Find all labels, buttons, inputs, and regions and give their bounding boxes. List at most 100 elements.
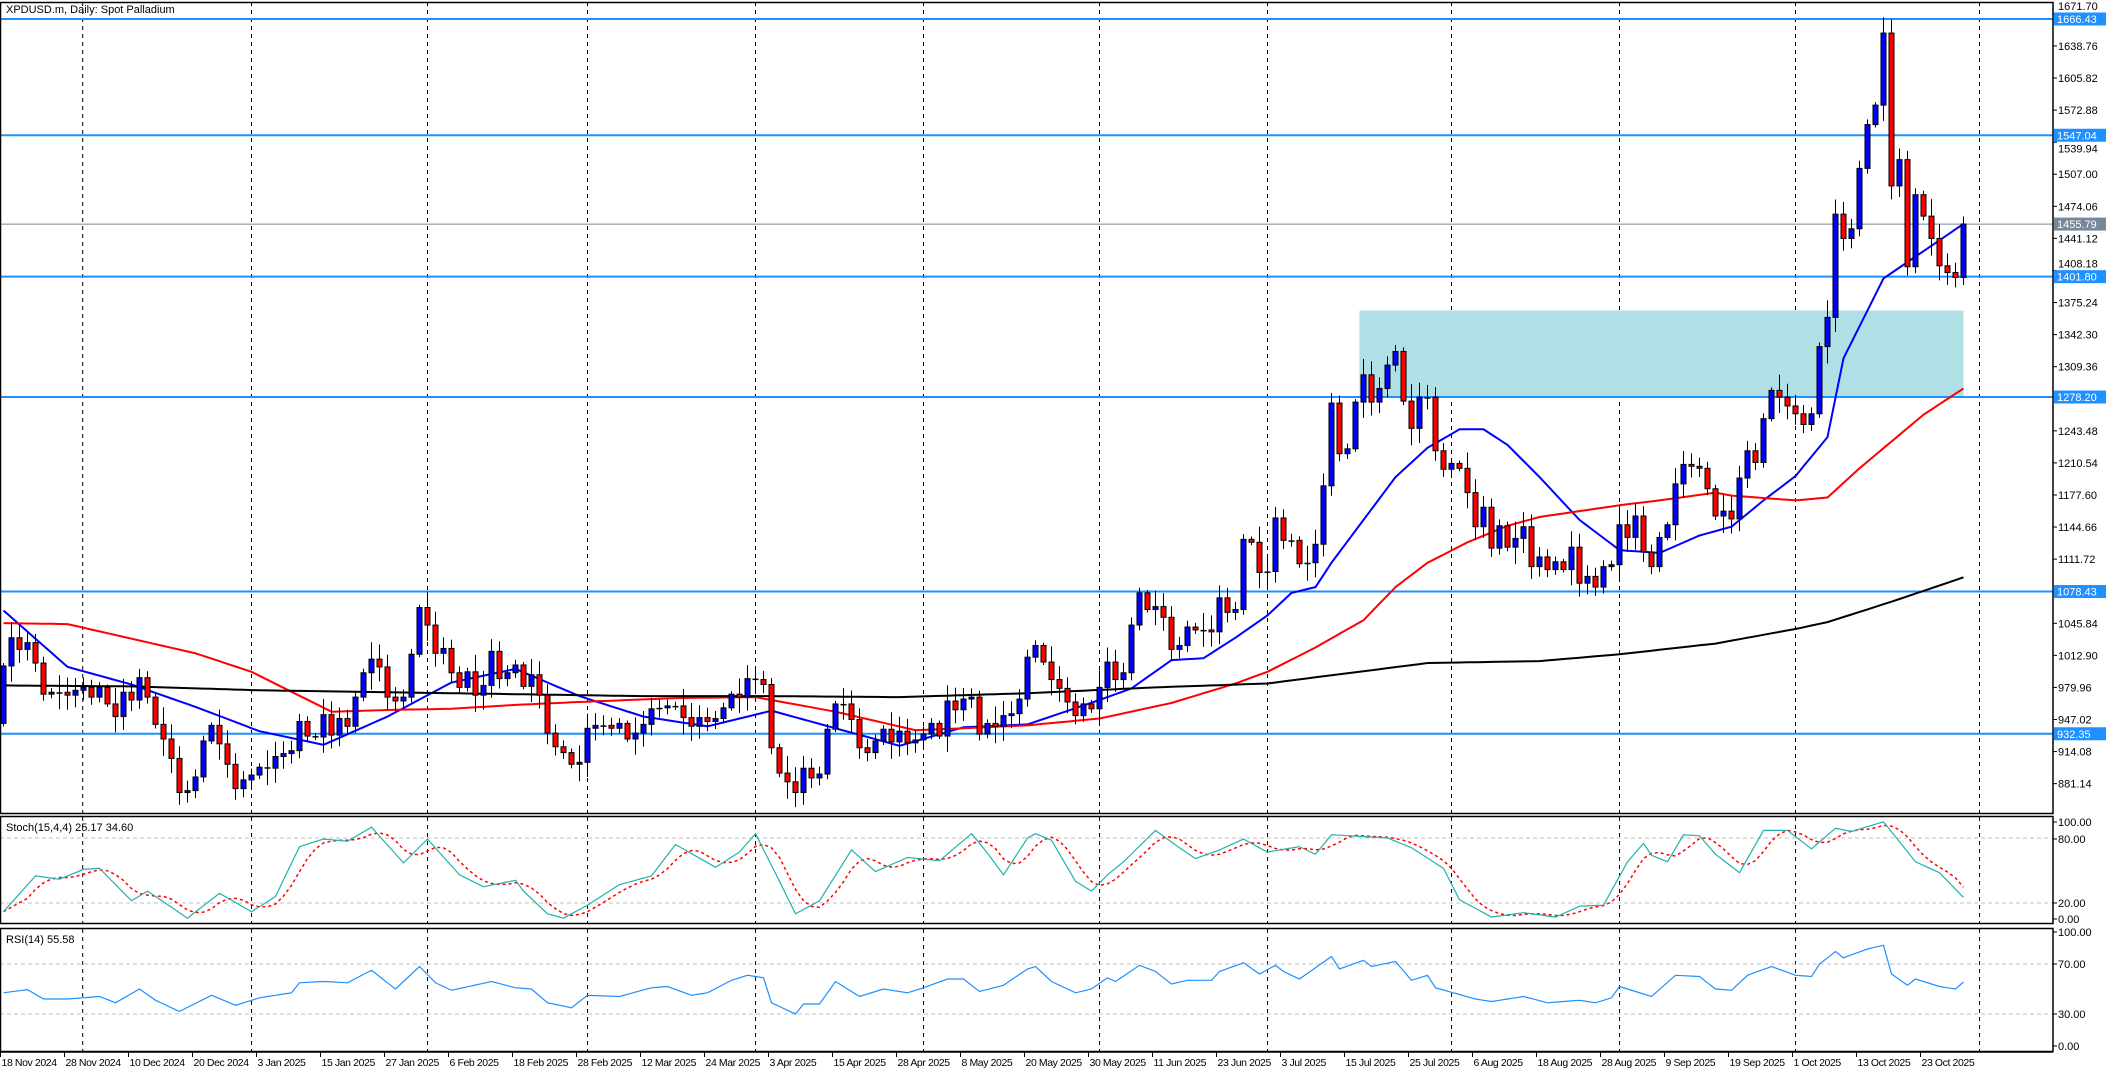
candle[interactable] xyxy=(1232,601,1239,620)
candle[interactable] xyxy=(1648,544,1655,575)
candle[interactable] xyxy=(616,718,623,734)
candle[interactable] xyxy=(1816,342,1823,418)
candle[interactable] xyxy=(464,667,471,692)
candle[interactable] xyxy=(848,690,855,733)
candle[interactable] xyxy=(520,662,527,690)
candle[interactable] xyxy=(880,725,887,746)
candle[interactable] xyxy=(1168,606,1175,661)
candle[interactable] xyxy=(480,670,487,710)
candle[interactable] xyxy=(1104,647,1111,702)
candle[interactable] xyxy=(1688,453,1695,478)
candle[interactable] xyxy=(264,750,271,786)
candle[interactable] xyxy=(1744,440,1751,488)
candle[interactable] xyxy=(1248,536,1255,546)
candle[interactable] xyxy=(72,678,79,708)
candle[interactable] xyxy=(592,713,599,741)
candle[interactable] xyxy=(24,631,31,661)
candle[interactable] xyxy=(1632,503,1639,550)
candle[interactable] xyxy=(1424,384,1431,410)
candle[interactable] xyxy=(560,740,567,760)
candle[interactable] xyxy=(1544,549,1551,578)
candle[interactable] xyxy=(176,746,183,805)
candle[interactable] xyxy=(1888,19,1895,200)
candle[interactable] xyxy=(1016,689,1023,724)
candle[interactable] xyxy=(352,690,359,733)
candle[interactable] xyxy=(1696,457,1703,478)
candle[interactable] xyxy=(1288,533,1295,547)
candle[interactable] xyxy=(1320,473,1327,557)
candle[interactable] xyxy=(712,710,719,730)
candle[interactable] xyxy=(80,677,87,701)
candle[interactable] xyxy=(1592,567,1599,596)
candle[interactable] xyxy=(952,687,959,724)
candle[interactable] xyxy=(1944,253,1951,285)
candle[interactable] xyxy=(448,639,455,682)
candle[interactable] xyxy=(1768,387,1775,422)
candle[interactable] xyxy=(1656,532,1663,572)
candle[interactable] xyxy=(1920,190,1927,221)
candle[interactable] xyxy=(960,687,967,721)
candle[interactable] xyxy=(656,699,663,718)
candle[interactable] xyxy=(32,633,39,672)
candle[interactable] xyxy=(120,678,127,731)
candle[interactable] xyxy=(1664,521,1671,541)
candle[interactable] xyxy=(288,740,295,764)
candle[interactable] xyxy=(304,716,311,742)
candle[interactable] xyxy=(1408,384,1415,446)
candle[interactable] xyxy=(1040,642,1047,665)
candle[interactable] xyxy=(296,713,303,759)
candle[interactable] xyxy=(1960,216,1967,286)
candle[interactable] xyxy=(1736,465,1743,532)
candle[interactable] xyxy=(400,689,407,709)
candle[interactable] xyxy=(216,709,223,760)
candle[interactable] xyxy=(1448,458,1455,475)
candle[interactable] xyxy=(680,688,687,735)
candle[interactable] xyxy=(1712,484,1719,521)
candle[interactable] xyxy=(1528,514,1535,579)
candle[interactable] xyxy=(1720,494,1727,533)
candle[interactable] xyxy=(312,733,319,740)
candle[interactable] xyxy=(1080,697,1087,723)
candle[interactable] xyxy=(1728,496,1735,534)
candle[interactable] xyxy=(160,707,167,756)
candle[interactable] xyxy=(1304,545,1311,581)
candle[interactable] xyxy=(456,666,463,694)
candle[interactable] xyxy=(1432,387,1439,461)
candle[interactable] xyxy=(1336,395,1343,462)
candle[interactable] xyxy=(320,698,327,753)
candle[interactable] xyxy=(1856,160,1863,237)
candle[interactable] xyxy=(200,735,207,783)
candle[interactable] xyxy=(1280,509,1287,550)
candle[interactable] xyxy=(1176,636,1183,659)
candle[interactable] xyxy=(576,745,583,782)
candle[interactable] xyxy=(1368,361,1375,416)
candle[interactable] xyxy=(968,688,975,708)
candle[interactable] xyxy=(1344,443,1351,459)
candle[interactable] xyxy=(856,708,863,759)
candle[interactable] xyxy=(1096,670,1103,726)
candle[interactable] xyxy=(808,758,815,788)
candle[interactable] xyxy=(1120,662,1127,690)
candle[interactable] xyxy=(1184,620,1191,652)
candle[interactable] xyxy=(896,716,903,757)
rsi-pane[interactable] xyxy=(0,944,2053,1015)
candle[interactable] xyxy=(648,697,655,736)
candle[interactable] xyxy=(504,665,511,687)
candle[interactable] xyxy=(408,649,415,703)
candle[interactable] xyxy=(608,717,615,736)
candle[interactable] xyxy=(728,691,735,711)
candle[interactable] xyxy=(488,639,495,698)
candle[interactable] xyxy=(1352,399,1359,452)
candle[interactable] xyxy=(1384,356,1391,398)
candle[interactable] xyxy=(1296,536,1303,568)
candle[interactable] xyxy=(472,654,479,713)
candle[interactable] xyxy=(512,659,519,679)
candle[interactable] xyxy=(992,706,999,744)
time-axis[interactable]: 18 Nov 2024 28 Nov 2024 10 Dec 2024 20 Dec … xyxy=(0,1051,2053,1069)
candle[interactable] xyxy=(16,624,23,663)
candle[interactable] xyxy=(784,756,791,799)
price-pane[interactable] xyxy=(0,17,2053,808)
candle[interactable] xyxy=(1576,533,1583,597)
candle[interactable] xyxy=(48,688,55,699)
